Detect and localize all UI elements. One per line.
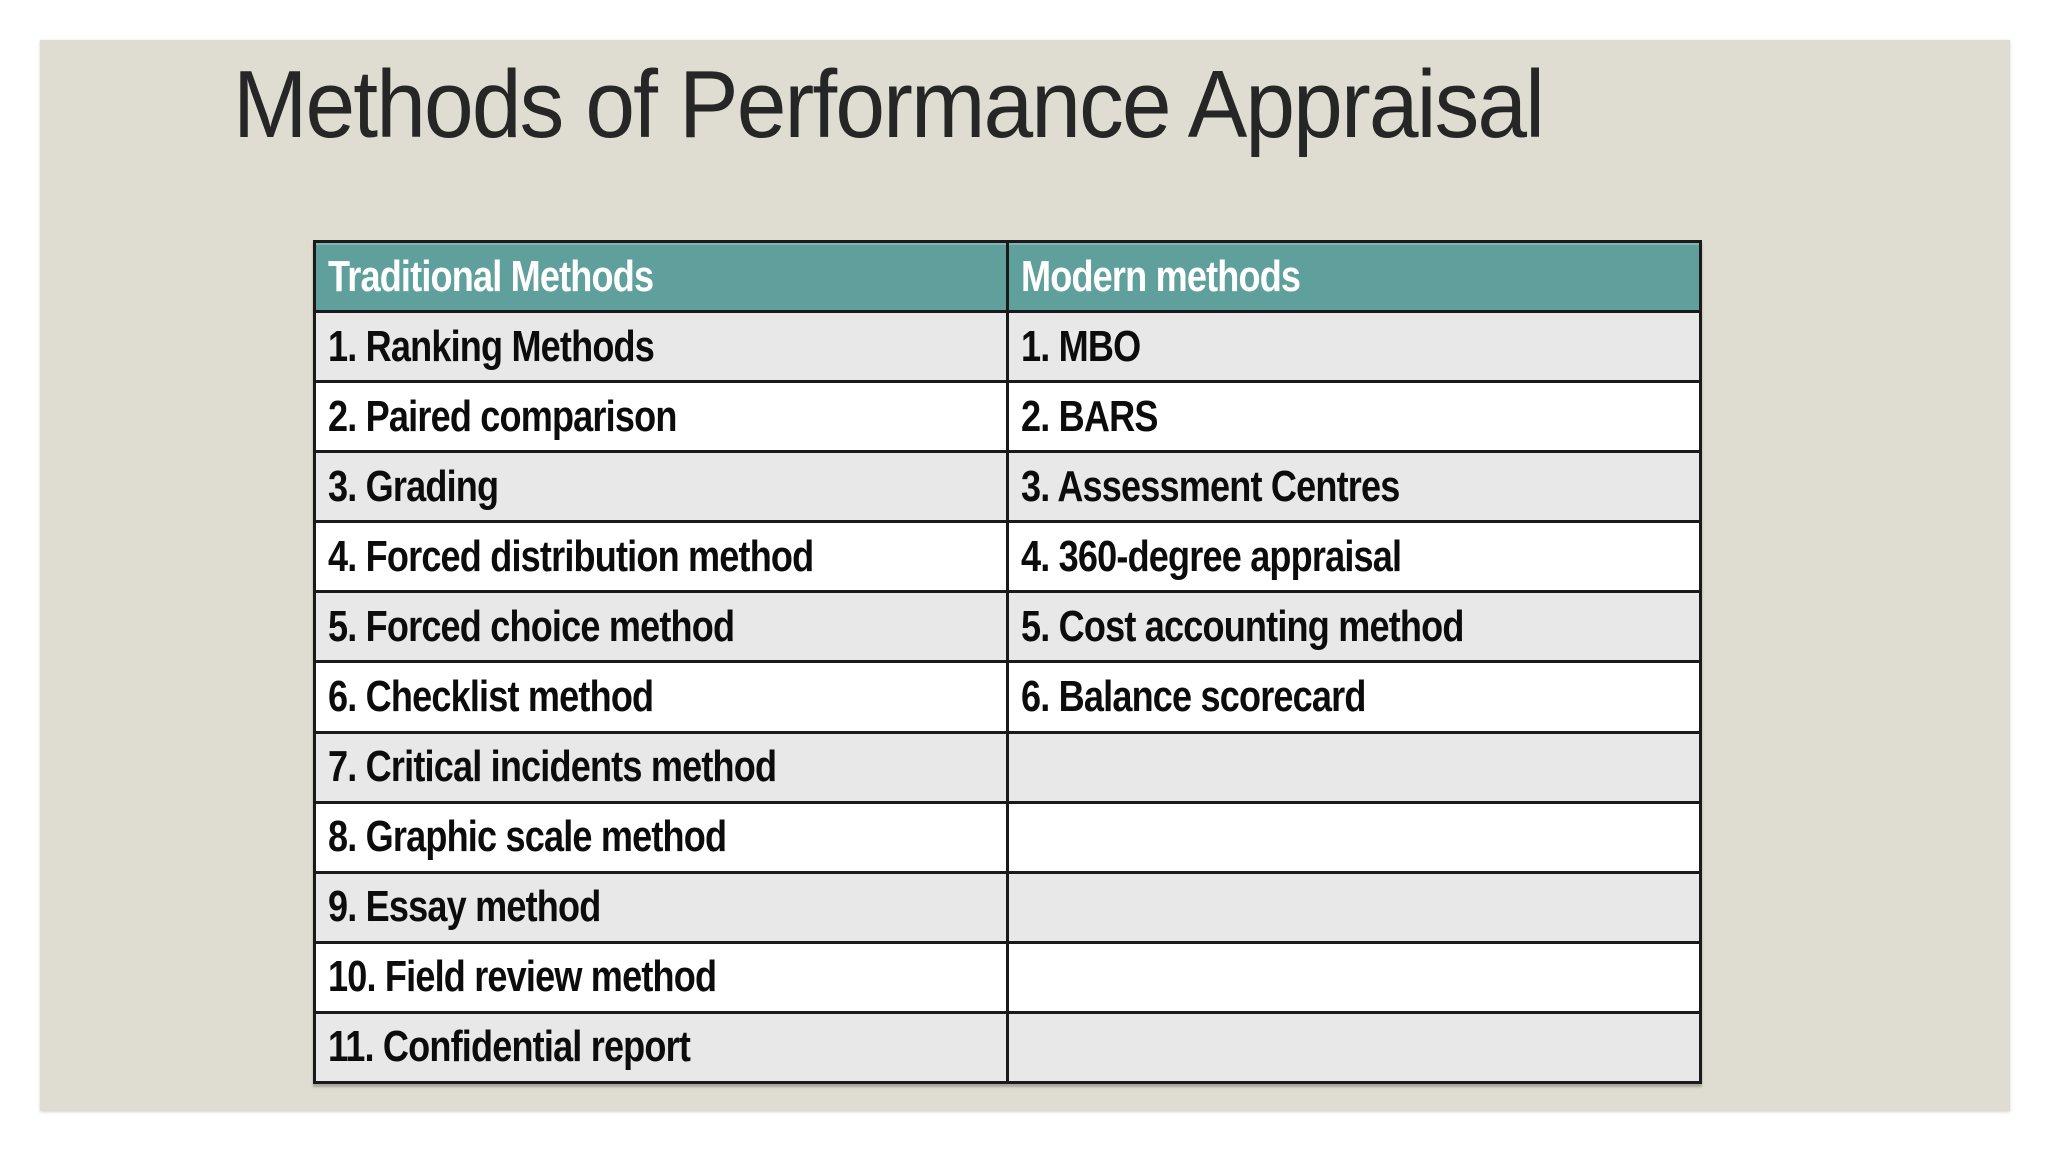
table-row: 1. Ranking Methods 1. MBO (316, 310, 1699, 381)
cell-modern: 4. 360-degree appraisal (1006, 523, 1699, 591)
cell-modern (1006, 943, 1699, 1011)
cell-text: 2. Paired comparison (328, 391, 677, 441)
table-row: 7. Critical incidents method (316, 730, 1699, 801)
cell-text: 6. Checklist method (328, 672, 654, 721)
header-cell-modern: Modern methods (1006, 243, 1699, 311)
cell-text: 9. Essay method (328, 882, 601, 932)
cell-traditional: 5. Forced choice method (316, 593, 1006, 660)
cell-text: 7. Critical incidents method (328, 742, 777, 792)
cell-modern (1006, 803, 1699, 871)
cell-traditional: 1. Ranking Methods (316, 313, 1006, 380)
cell-text: 11. Confidential report (328, 1022, 691, 1072)
cell-traditional: 7. Critical incidents method (316, 734, 1006, 801)
cell-traditional: 9. Essay method (316, 874, 1006, 941)
cell-text: 3. Grading (328, 461, 499, 511)
table-row: 8. Graphic scale method (316, 800, 1699, 871)
cell-traditional: 10. Field review method (316, 944, 1006, 1011)
cell-modern (1006, 1013, 1699, 1081)
cell-text: 4. 360-degree appraisal (1021, 531, 1402, 581)
cell-text: 4. Forced distribution method (328, 531, 814, 581)
cell-traditional: 11. Confidential report (316, 1014, 1006, 1081)
cell-text: 1. MBO (1021, 321, 1141, 371)
page-title: Methods of Performance Appraisal (233, 51, 1545, 158)
cell-modern (1006, 733, 1699, 801)
table-row: 11. Confidential report (316, 1010, 1699, 1081)
cell-text: 8. Graphic scale method (328, 812, 727, 862)
cell-modern: 6. Balance scorecard (1006, 663, 1699, 731)
cell-modern: 2. BARS (1006, 383, 1699, 451)
cell-modern: 1. MBO (1006, 313, 1699, 381)
header-label-modern: Modern methods (1021, 251, 1301, 301)
cell-text: 5. Forced choice method (328, 601, 735, 651)
cell-text: 2. BARS (1021, 391, 1158, 441)
cell-text: 3. Assessment Centres (1021, 461, 1400, 511)
table-row: 3. Grading 3. Assessment Centres (316, 450, 1699, 521)
cell-traditional: 4. Forced distribution method (316, 523, 1006, 590)
cell-traditional: 3. Grading (316, 453, 1006, 520)
cell-modern: 5. Cost accounting method (1006, 593, 1699, 661)
cell-modern: 3. Assessment Centres (1006, 453, 1699, 521)
header-cell-traditional: Traditional Methods (316, 243, 1006, 310)
cell-traditional: 8. Graphic scale method (316, 804, 1006, 871)
cell-traditional: 6. Checklist method (316, 663, 1006, 730)
table-row: 4. Forced distribution method 4. 360-deg… (316, 520, 1699, 591)
cell-traditional: 2. Paired comparison (316, 383, 1006, 450)
table-row: 6. Checklist method 6. Balance scorecard (316, 660, 1699, 731)
table-row: 9. Essay method (316, 870, 1699, 941)
cell-text: 1. Ranking Methods (328, 321, 655, 371)
cell-text: 10. Field review method (328, 952, 717, 1002)
cell-text: 6. Balance scorecard (1021, 672, 1366, 721)
header-label-traditional: Traditional Methods (328, 251, 654, 301)
table-row: 2. Paired comparison 2. BARS (316, 380, 1699, 451)
table-row: 10. Field review method (316, 940, 1699, 1011)
table-header-row: Traditional Methods Modern methods (316, 243, 1699, 311)
table-row: 5. Forced choice method 5. Cost accounti… (316, 590, 1699, 661)
cell-modern (1006, 873, 1699, 941)
cell-text: 5. Cost accounting method (1021, 601, 1464, 651)
methods-comparison-table: Traditional Methods Modern methods 1. Ra… (313, 240, 1702, 1084)
slide-background: Methods of Performance Appraisal Traditi… (40, 40, 2010, 1111)
